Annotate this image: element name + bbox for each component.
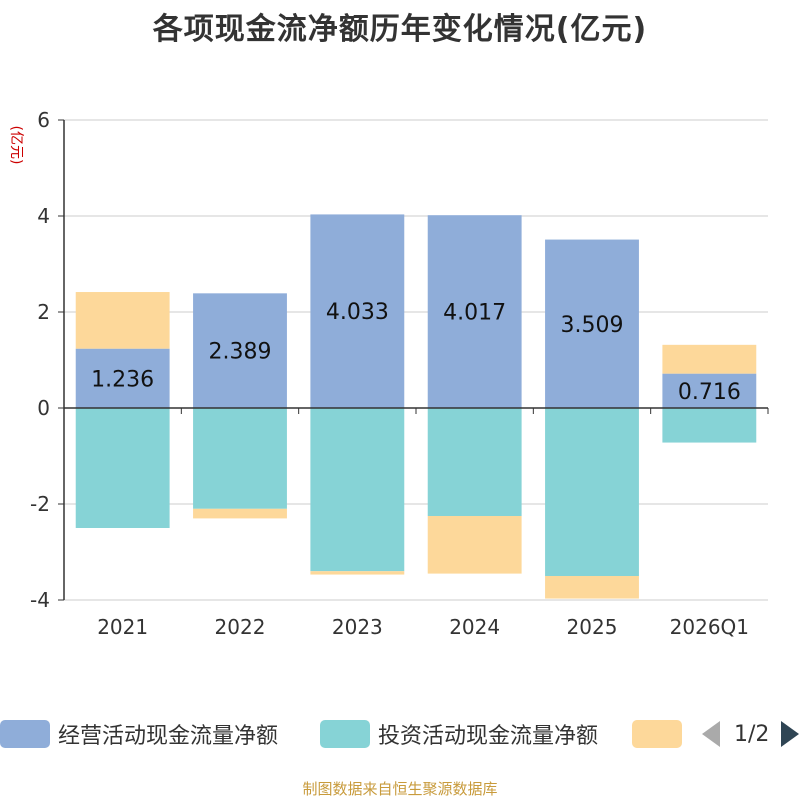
- data-label-2025: 3.509: [561, 313, 624, 338]
- legend-label-investing: 投资活动现金流量净额: [378, 724, 599, 749]
- bar-series2-2023[interactable]: [310, 571, 405, 575]
- x-tick-label: 2021: [97, 615, 148, 639]
- bar-series0-2021[interactable]: [75, 348, 170, 408]
- x-tick-label: 2024: [449, 615, 500, 639]
- bar-series0-2024[interactable]: [427, 215, 522, 408]
- bar-series0-2026Q1[interactable]: [662, 373, 757, 408]
- legend-pager: 1/2: [702, 716, 800, 752]
- bar-series1-2021[interactable]: [75, 408, 170, 528]
- x-tick-label: 2022: [215, 615, 266, 639]
- bar-series1-2023[interactable]: [310, 408, 405, 572]
- data-label-2022: 2.389: [209, 340, 272, 365]
- y-tick-label: 6: [37, 108, 50, 132]
- data-label-2021: 1.236: [91, 367, 154, 392]
- data-label-2026Q1: 0.716: [678, 380, 741, 405]
- legend-item-third[interactable]: [632, 716, 690, 752]
- legend-page-indicator: 1/2: [734, 721, 770, 747]
- data-label-2023: 4.033: [326, 300, 389, 325]
- y-tick-label: 0: [37, 396, 50, 420]
- y-tick-label: -4: [30, 588, 50, 612]
- x-tick-label: 2025: [567, 615, 618, 639]
- bar-series1-2025[interactable]: [545, 408, 639, 576]
- y-tick-label: 2: [37, 300, 50, 324]
- source-note: 制图数据来自恒生聚源数据库: [302, 780, 498, 798]
- labels: -4 -2 0 2 4 6 1.236 2021 2.389 2022 4.033 2023 4.017…: [30, 108, 749, 639]
- bar-series2-2024[interactable]: [427, 516, 522, 574]
- legend-label-operating: 经营活动现金流量净额: [58, 724, 279, 749]
- bar-series2-2025[interactable]: [545, 576, 639, 599]
- legend-prev-icon[interactable]: [702, 721, 720, 747]
- legend-swatch-investing: [320, 720, 370, 748]
- y-tick-label: -2: [30, 492, 50, 516]
- x-tick-label: 2023: [332, 615, 383, 639]
- x-tick-label: 2026Q1: [670, 615, 749, 639]
- axes: [58, 119, 769, 601]
- bar-series0-2025[interactable]: [545, 239, 639, 408]
- legend-item-operating[interactable]: 经营活动现金流量净额: [0, 716, 278, 752]
- y-tick-label: 4: [37, 204, 50, 228]
- legend-item-investing[interactable]: 投资活动现金流量净额: [320, 716, 598, 752]
- bar-series2-2026Q1[interactable]: [662, 344, 757, 374]
- data-label-2024: 4.017: [443, 301, 506, 326]
- legend-swatch-third: [632, 720, 682, 748]
- bar-series0-2022[interactable]: [193, 293, 287, 408]
- legend-swatch-operating: [0, 720, 50, 748]
- y-axis-unit-label: (亿元): [8, 126, 24, 165]
- bar-series1-2026Q1[interactable]: [662, 408, 757, 443]
- bar-series2-2022[interactable]: [193, 508, 287, 519]
- bar-series2-2021[interactable]: [75, 292, 170, 349]
- legend-next-icon[interactable]: [781, 721, 800, 747]
- bars: [75, 214, 757, 599]
- bar-series1-2022[interactable]: [193, 408, 287, 509]
- bar-series1-2024[interactable]: [427, 408, 522, 516]
- chart-title: 各项现金流净额历年变化情况(亿元): [152, 12, 648, 47]
- legend: 经营活动现金流量净额 投资活动现金流量净额 1/2: [0, 716, 800, 752]
- bar-series0-2023[interactable]: [310, 214, 405, 408]
